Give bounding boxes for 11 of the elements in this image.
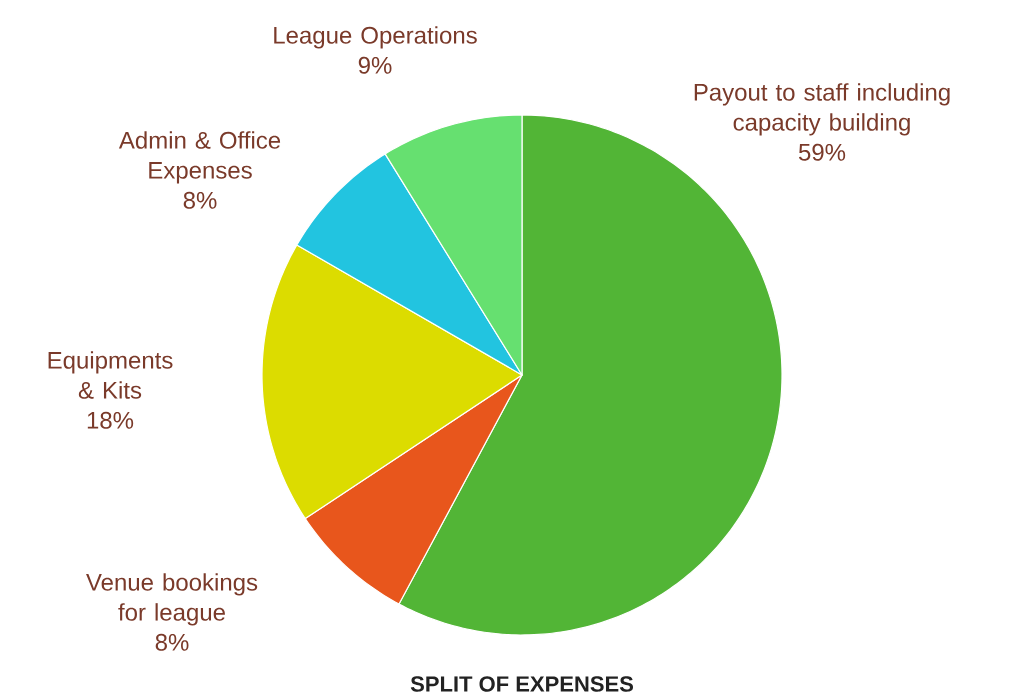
- text: SPLIT OF EXPENSES: [410, 676, 634, 692]
- data-label: 18%: [87, 411, 134, 429]
- data-label: 9%: [358, 56, 392, 74]
- slice-label: Venue bookings for league: [86, 573, 258, 626]
- data-label: 8%: [155, 633, 189, 651]
- slice-label: Equipments & Kits: [48, 351, 173, 399]
- data-label: 8%: [183, 191, 217, 209]
- data-label: 59%: [798, 143, 846, 161]
- slice-label: Payout to staff including capacity building: [694, 83, 950, 136]
- slice-label: Admin & Office Expenses: [118, 131, 281, 184]
- slice-label: League Operations: [274, 26, 477, 49]
